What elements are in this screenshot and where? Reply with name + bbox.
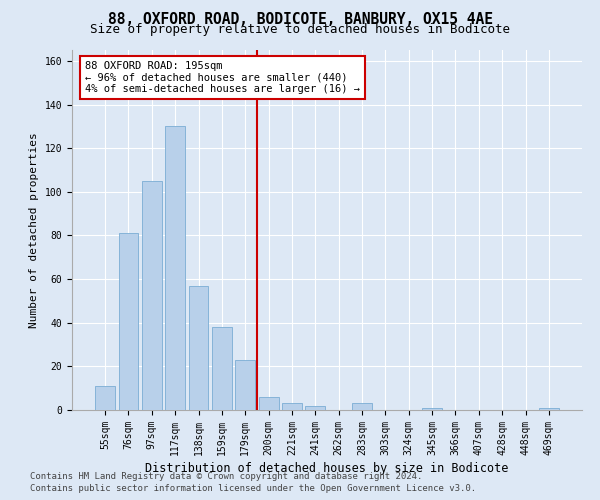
Bar	[422, 408, 442, 410]
X-axis label: Distribution of detached houses by size in Bodicote: Distribution of detached houses by size …	[145, 462, 509, 475]
Text: Contains public sector information licensed under the Open Government Licence v3: Contains public sector information licen…	[30, 484, 476, 493]
Bar	[142, 181, 162, 410]
Bar	[235, 360, 255, 410]
Bar	[282, 404, 302, 410]
Bar	[305, 406, 325, 410]
Y-axis label: Number of detached properties: Number of detached properties	[29, 132, 39, 328]
Text: 88 OXFORD ROAD: 195sqm
← 96% of detached houses are smaller (440)
4% of semi-det: 88 OXFORD ROAD: 195sqm ← 96% of detached…	[85, 61, 360, 94]
Bar	[352, 404, 372, 410]
Bar	[95, 386, 115, 410]
Bar	[165, 126, 185, 410]
Bar	[259, 397, 278, 410]
Bar	[119, 234, 139, 410]
Bar	[539, 408, 559, 410]
Text: Size of property relative to detached houses in Bodicote: Size of property relative to detached ho…	[90, 22, 510, 36]
Bar	[212, 327, 232, 410]
Bar	[188, 286, 208, 410]
Text: Contains HM Land Registry data © Crown copyright and database right 2024.: Contains HM Land Registry data © Crown c…	[30, 472, 422, 481]
Text: 88, OXFORD ROAD, BODICOTE, BANBURY, OX15 4AE: 88, OXFORD ROAD, BODICOTE, BANBURY, OX15…	[107, 12, 493, 28]
